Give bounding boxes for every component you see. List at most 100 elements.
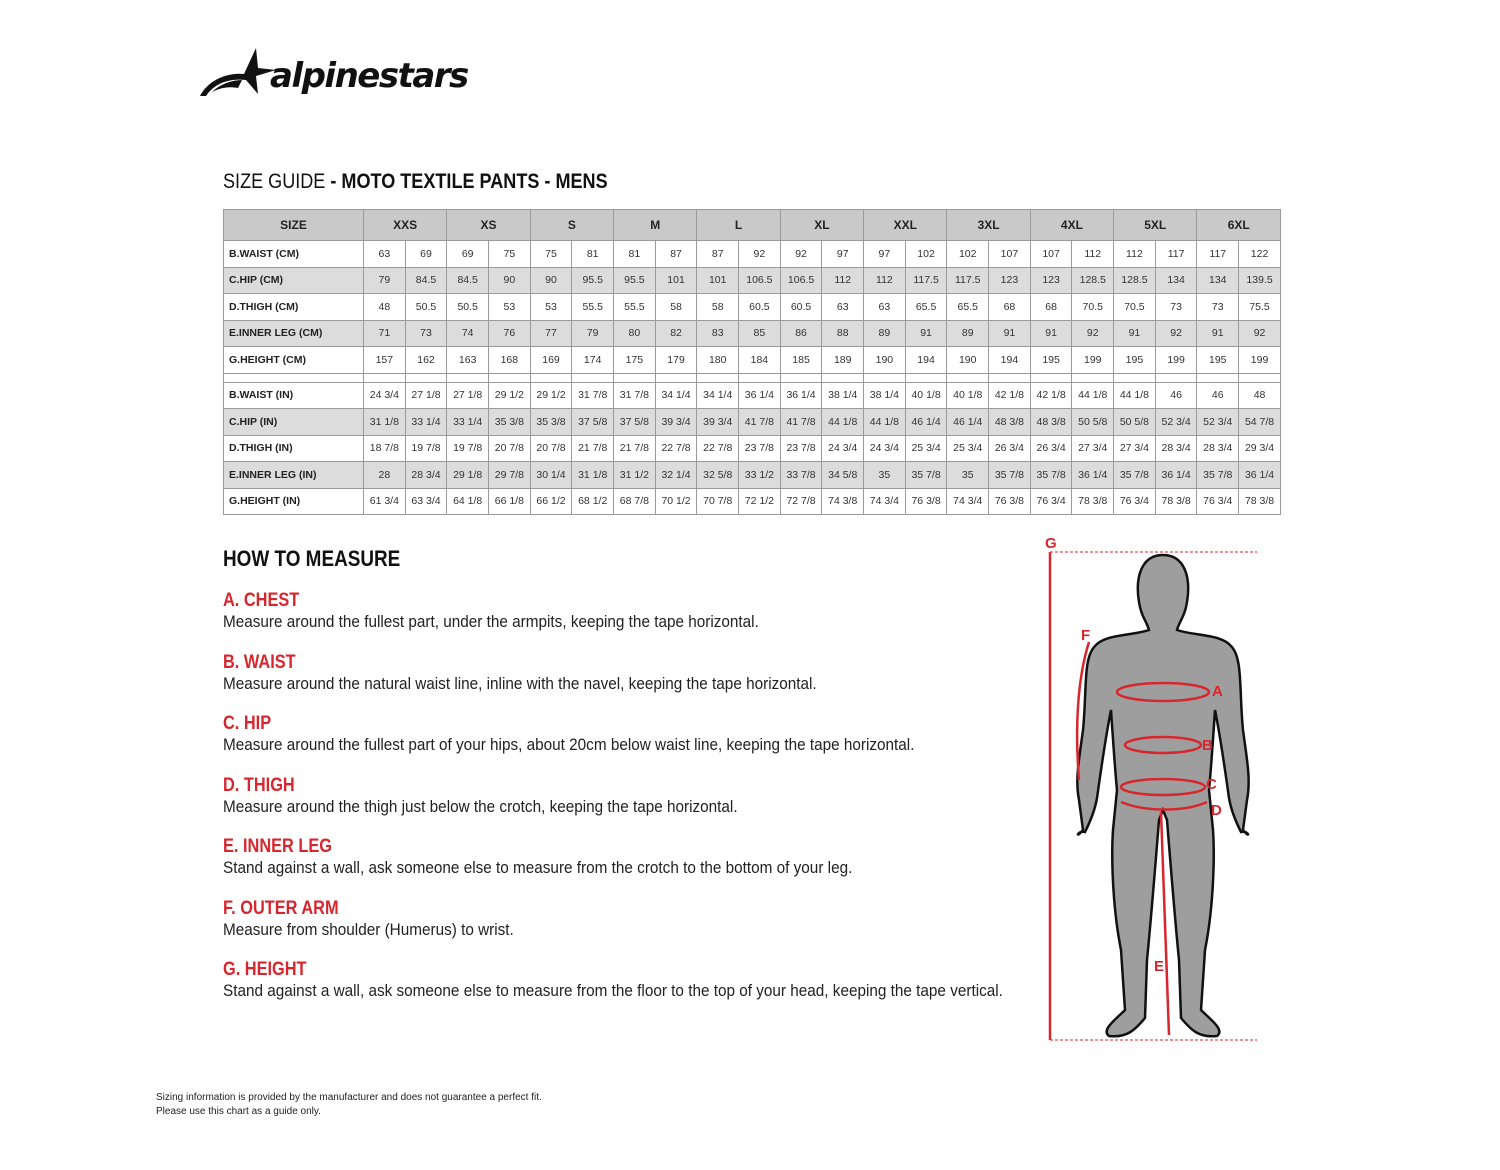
table-cell: 27 1/8	[446, 381, 490, 409]
size-table: SIZE XXS XS S M L XL XXL 3XL 4XL 5XL 6XL B.WAIST (C…	[223, 209, 1281, 515]
table-cell: 46	[1154, 381, 1198, 409]
table-cell: 79	[571, 319, 615, 347]
label-d: D	[1211, 802, 1222, 819]
table-cell: 28 3/4	[404, 461, 448, 489]
table-cell: 69	[446, 240, 490, 268]
table-cell: 134	[1154, 266, 1198, 294]
table-cell: 70.5	[1113, 293, 1156, 321]
table-cell: 55.5	[613, 293, 656, 321]
table-row: G.HEIGHT (IN) 61 3/4 63 3/4 64 1/8 66 1/8 66 …	[223, 487, 1281, 515]
table-cell: 33 1/4	[446, 408, 490, 436]
table-cell: 33 1/4	[404, 408, 448, 436]
table-cell: 66 1/2	[529, 487, 573, 515]
table-cell: 34 1/4	[654, 381, 698, 409]
table-cell: 66 1/8	[488, 487, 531, 515]
table-cell: 76 3/4	[1113, 487, 1156, 515]
table-cell: 35 7/8	[1113, 461, 1156, 489]
table-cell: 92	[1071, 319, 1115, 347]
table-cell: 185	[779, 346, 823, 374]
table-cell: 112	[1113, 240, 1156, 268]
separator-row	[223, 372, 1281, 383]
table-cell: 41 7/8	[779, 408, 823, 436]
step-description: Measure around the fullest part, under t…	[223, 612, 759, 631]
table-cell: 52 3/4	[1196, 408, 1240, 436]
table-cell: 60.5	[738, 293, 781, 321]
table-cell: 38 1/4	[863, 381, 906, 409]
table-cell: 24 3/4	[821, 434, 865, 462]
step-title: E. INNER LEG	[223, 836, 332, 857]
table-cell: 97	[863, 240, 906, 268]
table-cell: 21 7/8	[613, 434, 656, 462]
table-cell: 74	[446, 319, 490, 347]
alpinestars-logo: alpinestars	[198, 44, 469, 100]
table-cell: 123	[1029, 266, 1073, 294]
label-c: C	[1206, 776, 1217, 793]
table-cell: 35 7/8	[904, 461, 948, 489]
table-cell: 112	[863, 266, 906, 294]
table-cell: 76 3/8	[904, 487, 948, 515]
table-cell: 35 7/8	[1029, 461, 1073, 489]
table-cell: 50.5	[446, 293, 490, 321]
title-product: - MOTO TEXTILE PANTS - MENS	[325, 170, 608, 193]
waist-line	[1123, 735, 1203, 755]
size-column-header: XL	[779, 209, 865, 241]
table-cell: 74 3/4	[946, 487, 990, 515]
table-cell: 32 1/4	[654, 461, 698, 489]
measure-step: B. WAIST Measure around the natural waist…	[223, 652, 1043, 714]
table-cell: 106.5	[779, 266, 823, 294]
table-cell: 44 1/8	[821, 408, 865, 436]
table-cell: 91	[988, 319, 1031, 347]
table-cell: 194	[988, 346, 1031, 374]
row-label: C.HIP (CM)	[223, 266, 364, 294]
table-cell: 128.5	[1113, 266, 1156, 294]
row-label: B.WAIST (IN)	[223, 381, 364, 409]
table-cell: 90	[529, 266, 573, 294]
table-cell: 26 3/4	[1029, 434, 1073, 462]
table-cell: 81	[613, 240, 656, 268]
outer-arm-line	[1075, 641, 1091, 781]
table-cell: 79	[363, 266, 406, 294]
size-column-header: XXL	[863, 209, 948, 241]
label-a: A	[1212, 683, 1223, 700]
table-cell: 46 1/4	[946, 408, 990, 436]
table-cell: 86	[779, 319, 823, 347]
table-cell: 75	[529, 240, 573, 268]
size-column-header: 3XL	[946, 209, 1031, 241]
label-b: B	[1202, 737, 1213, 754]
table-cell: 31 7/8	[613, 381, 656, 409]
table-cell: 34 5/8	[821, 461, 865, 489]
row-label: E.INNER LEG (CM)	[223, 319, 364, 347]
table-cell: 31 1/8	[363, 408, 406, 436]
table-row: B.WAIST (CM) 63 69 69 75 75 81 81 87 87 92 92 97 97 10…	[223, 240, 1281, 268]
table-cell: 18 7/8	[363, 434, 406, 462]
table-cell: 71	[363, 319, 406, 347]
table-cell: 41 7/8	[738, 408, 781, 436]
table-cell: 117.5	[946, 266, 990, 294]
table-cell: 97	[821, 240, 865, 268]
table-cell: 31 1/2	[613, 461, 656, 489]
size-header-row: SIZE XXS XS S M L XL XXL 3XL 4XL 5XL 6XL	[223, 209, 1281, 241]
table-cell: 117.5	[904, 266, 948, 294]
table-cell: 91	[1196, 319, 1240, 347]
table-cell: 199	[1154, 346, 1198, 374]
label-g: G	[1045, 535, 1057, 552]
table-cell: 28	[363, 461, 406, 489]
step-title: D. THIGH	[223, 774, 295, 796]
table-cell: 91	[1029, 319, 1073, 347]
label-f: F	[1081, 627, 1090, 644]
table-cell: 195	[1196, 346, 1240, 374]
table-cell: 48	[363, 293, 406, 321]
table-cell: 27 1/8	[404, 381, 448, 409]
table-cell: 91	[904, 319, 948, 347]
table-cell: 37 5/8	[613, 408, 656, 436]
table-cell: 102	[904, 240, 948, 268]
size-column-header: L	[696, 209, 781, 241]
table-cell: 76 3/4	[1029, 487, 1073, 515]
table-cell: 42 1/8	[1029, 381, 1073, 409]
table-cell: 35 3/8	[529, 408, 573, 436]
size-column-header: 4XL	[1029, 209, 1115, 241]
table-cell: 35	[946, 461, 990, 489]
table-cell: 85	[738, 319, 781, 347]
table-cell: 107	[988, 240, 1031, 268]
step-description: Measure around the fullest part of your …	[223, 735, 915, 754]
